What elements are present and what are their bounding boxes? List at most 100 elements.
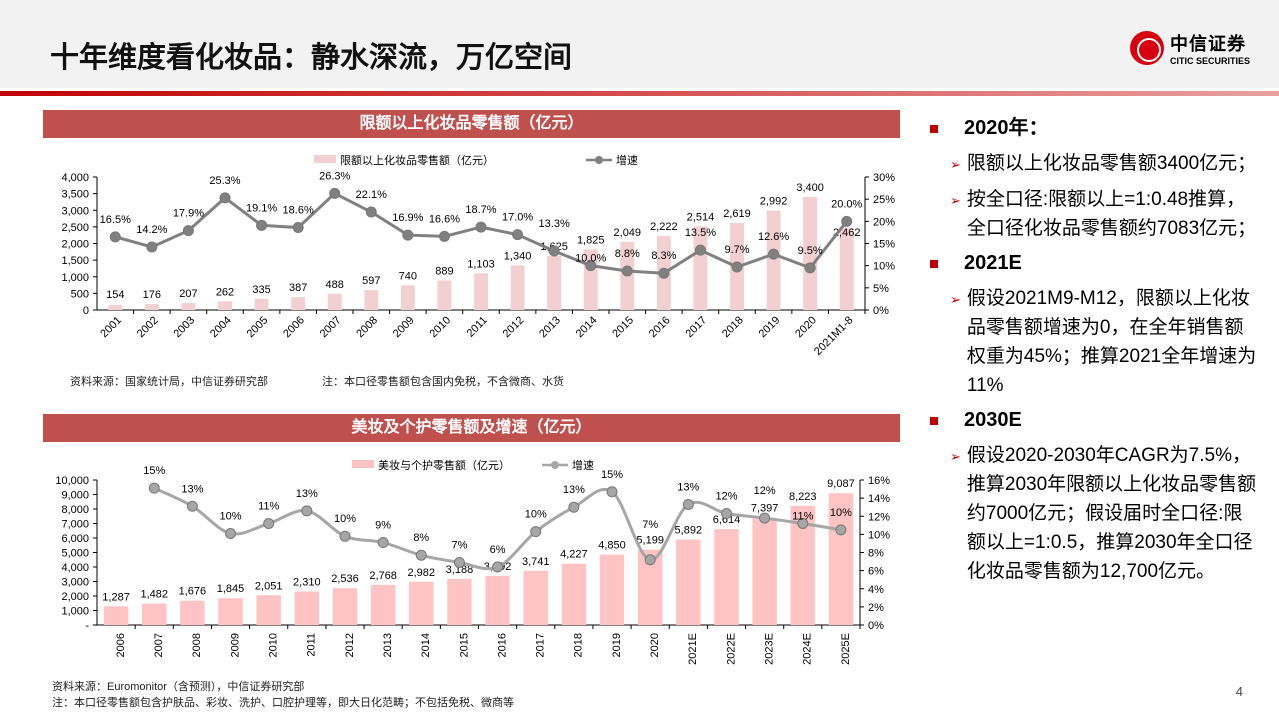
bar-value-label: 2,049 [614, 227, 642, 239]
bar [714, 529, 739, 625]
growth-point [263, 518, 275, 529]
arrow-bullet-icon: ➢ [950, 157, 961, 172]
growth-label: 22.1% [356, 189, 387, 201]
x-tick-label: 2015 [610, 314, 636, 340]
y-left-tick-label: 4,000 [61, 172, 89, 184]
bar-value-label: 3,400 [796, 182, 824, 194]
growth-label: 17.9% [173, 208, 204, 220]
y-right-tick-label: 8% [868, 548, 884, 560]
y-right-tick-label: 25% [873, 194, 895, 206]
growth-point [548, 245, 560, 257]
growth-label: 15% [143, 465, 165, 477]
growth-label: 10.0% [575, 253, 606, 265]
growth-point [492, 561, 504, 573]
x-tick-label: 2022E [725, 633, 737, 665]
bar [370, 584, 396, 625]
bar [294, 591, 320, 625]
y-right-tick-label: 6% [868, 566, 884, 578]
x-tick-label: 2009 [391, 314, 417, 340]
x-tick-label: 2018 [720, 314, 746, 340]
growth-point [329, 187, 341, 199]
bar [409, 581, 434, 625]
logo-cn: 中信证券 [1170, 34, 1246, 54]
bar-value-label: 1,845 [217, 583, 245, 595]
bar-value-label: 597 [362, 275, 380, 287]
section-item: 按全口径:限额以上=1:0.48推算，全口径化妆品零售额约7083亿元； [966, 189, 1257, 239]
growth-label: 12% [754, 485, 776, 497]
bar-value-label: 2,619 [723, 208, 751, 220]
growth-point [768, 248, 780, 260]
bar-value-label: 154 [106, 289, 124, 301]
bar [327, 293, 342, 310]
y-left-tick-label: 3,500 [61, 189, 89, 201]
bar-value-label: 5,892 [675, 525, 703, 537]
section-item: 假设2020-2030年CAGR为7.5%，推算2030年限额以上化妆品零售额约… [966, 445, 1257, 582]
growth-label: 26.3% [319, 170, 350, 182]
x-tick-label: 2007 [153, 633, 165, 657]
x-tick-label: 2006 [115, 633, 127, 657]
growth-point [225, 527, 237, 539]
header-divider [0, 91, 1279, 96]
growth-point [682, 498, 694, 510]
y-left-tick-label: 0 [83, 305, 89, 317]
bar [332, 588, 358, 625]
growth-label: 16.6% [429, 213, 460, 225]
bar [656, 236, 671, 310]
y-left-tick-label: 5,000 [61, 548, 89, 560]
legend-line-label: 增速 [572, 458, 594, 472]
bar-value-label: 207 [179, 288, 197, 300]
growth-label: 17.0% [502, 212, 533, 224]
bar [364, 290, 379, 310]
x-tick-label: 2016 [647, 314, 673, 340]
logo-en: CITIC SECURITIES [1170, 56, 1251, 66]
growth-label: 13.3% [539, 218, 570, 230]
growth-label: 15% [601, 469, 623, 481]
growth-point [694, 244, 706, 256]
bar [676, 539, 701, 625]
bar [523, 570, 548, 625]
growth-label: 7% [642, 519, 658, 531]
bar [693, 226, 708, 310]
y-right-tick-label: 14% [868, 493, 890, 505]
x-tick-label: 2014 [420, 633, 432, 657]
bar [180, 600, 205, 625]
growth-point [658, 267, 670, 279]
bar-value-label: 488 [326, 279, 344, 291]
y-left-tick-label: 2,500 [61, 222, 89, 234]
growth-point [797, 518, 809, 529]
x-tick-label: 2009 [229, 633, 241, 657]
growth-label: 18.6% [283, 205, 314, 217]
bar [828, 493, 854, 625]
x-tick-label: 2010 [268, 633, 280, 657]
bar-value-label: 2,462 [833, 227, 861, 239]
bar-value-label: 8,223 [789, 491, 817, 503]
y-left-tick-label: 2,000 [61, 239, 89, 251]
bar [437, 280, 452, 310]
y-left-tick-label: 500 [71, 288, 89, 300]
growth-point [186, 500, 198, 512]
bar [218, 301, 232, 310]
x-tick-label: 2019 [611, 633, 623, 657]
bar [547, 255, 562, 310]
y-right-tick-label: 5% [873, 283, 889, 295]
y-left-tick-label: 8,000 [61, 504, 89, 516]
y-left-tick-label: 1,500 [61, 255, 89, 267]
bar [839, 228, 854, 310]
y-right-tick-label: 15% [873, 239, 895, 251]
growth-label: 13.5% [685, 227, 716, 239]
bar-value-label: 4,227 [560, 549, 588, 561]
growth-label: 9.7% [724, 244, 749, 256]
growth-label: 16.5% [100, 214, 131, 226]
y-right-tick-label: 12% [868, 511, 890, 523]
bar [730, 222, 744, 310]
bar [256, 595, 281, 625]
x-tick-label: 2012 [501, 314, 527, 340]
bar-value-label: 1,287 [102, 591, 130, 603]
bar [510, 265, 525, 310]
growth-line [153, 486, 842, 571]
bar [181, 303, 196, 310]
y-left-tick-label: 9,000 [61, 490, 89, 502]
growth-point [804, 262, 816, 274]
bar-value-label: 262 [216, 286, 234, 298]
section-heading: 2021E [964, 252, 1022, 274]
